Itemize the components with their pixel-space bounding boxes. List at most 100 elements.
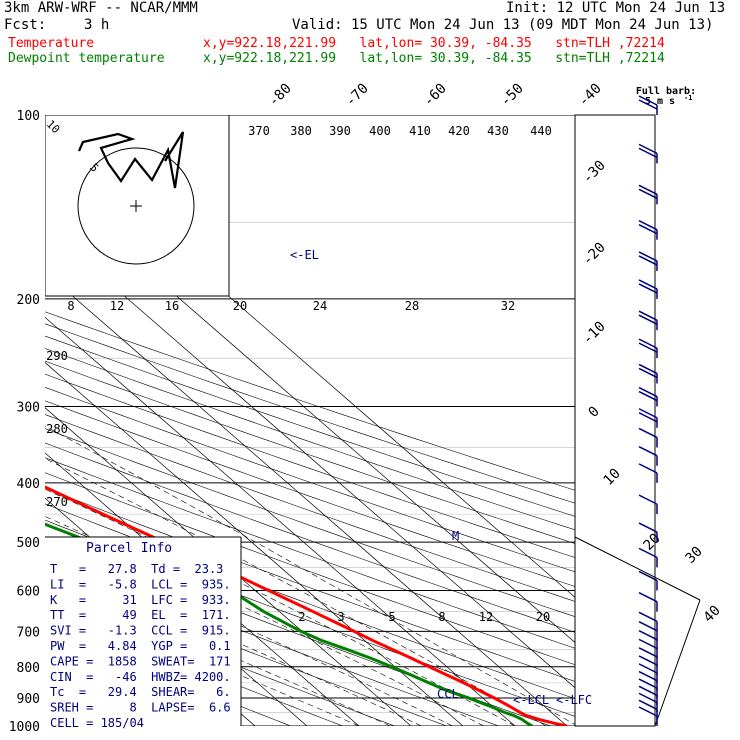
wind-barbs (638, 95, 658, 726)
wind-column-frame (574, 114, 656, 727)
isotherm-line (45, 452, 360, 726)
wind-barb-flag (638, 95, 658, 106)
wind-barb-flag (638, 367, 658, 379)
dry-adiabat (45, 457, 575, 649)
isotherm-line (45, 226, 575, 689)
theta-label: 440 (530, 124, 552, 138)
isotherm-label: -60 (421, 81, 450, 110)
init-time: Init: 12 UTC Mon 24 Jun 13 (506, 0, 726, 16)
wind-barb-flag (638, 647, 658, 658)
wind-barb-flag (638, 678, 658, 689)
mean-marker: M (452, 529, 459, 543)
wind-barb-flag (638, 699, 658, 710)
wind-barb-flag (638, 255, 658, 266)
wind-barb-flag (638, 706, 658, 717)
pressure-tick-label: 900 (17, 692, 40, 707)
dry-adiabat-label: 270 (46, 495, 68, 509)
dry-adiabat (45, 386, 575, 573)
mixing-ratio-label: 8 (67, 299, 74, 313)
mixing-ratio-label: 28 (405, 299, 419, 313)
isotherm-line (45, 362, 464, 726)
isotherm-label: -50 (498, 81, 527, 110)
dry-adiabat-label: 280 (46, 422, 68, 436)
theta-label: 410 (409, 124, 431, 138)
wind-barb-flag (638, 279, 658, 290)
parcel-info-row: CELL = 185/04 (50, 716, 144, 730)
el-marker: <-EL (290, 248, 319, 262)
isotherm-line (45, 271, 568, 726)
dry-adiabat (45, 311, 575, 491)
mixing-ratio-label: 16 (165, 299, 179, 313)
wind-barb-flag (638, 427, 658, 439)
valid-time: Valid: 15 UTC Mon 24 Jun 13 (09 MDT Mon … (292, 17, 714, 33)
wind-barb-flag (638, 147, 658, 159)
isotherm-label: -20 (580, 240, 609, 269)
wind-barb-flag (638, 386, 658, 398)
wind-barb-flag (638, 390, 658, 402)
dry-adiabat (45, 323, 575, 504)
parcel-info-row: TT = 49 EL = 171. (50, 608, 231, 622)
dry-adiabat (45, 400, 575, 587)
wind-barb-flag (638, 446, 658, 457)
mixing-ratio-label: 32 (501, 299, 515, 313)
wind-barb-flag (638, 547, 658, 559)
mixing-ratio-label: 24 (313, 299, 327, 313)
isotherm-label: -40 (576, 81, 605, 110)
wind-barb-flag (638, 692, 658, 704)
mixing-ratio-label: 20 (233, 299, 247, 313)
barb-legend-units: 5 m s (645, 96, 675, 107)
wind-barb-flag (638, 310, 658, 321)
ccl-marker: CCL (437, 687, 459, 701)
wind-barb-flag (638, 522, 658, 533)
dry-adiabat (45, 428, 575, 617)
mixing-ratio-label: 5 (388, 610, 395, 624)
isotherm-line (45, 407, 412, 726)
wind-barb-flag (638, 494, 658, 505)
wind-barb-flag (638, 363, 658, 375)
wind-barb-flag (638, 99, 658, 110)
wind-barb-flag (638, 663, 658, 674)
parcel-info-row: SVI = -1.3 CCL = 915. (50, 624, 231, 638)
parcel-info-row: Tc = 29.4 SHEAR= 6. (50, 685, 231, 699)
parcel-info-row: CIN = -46 HWBZ= 4200. (50, 670, 231, 684)
wind-barb-flag (638, 670, 658, 682)
mixing-ratio-label: 12 (479, 610, 493, 624)
theta-label: 430 (487, 124, 509, 138)
barb-legend-exponent: -1 (684, 94, 692, 102)
isotherm-label: 40 (701, 603, 724, 626)
pressure-tick-label: 200 (17, 293, 40, 308)
dewpoint-legend: Dewpoint temperature (8, 51, 165, 66)
moist-adiabat (45, 516, 484, 726)
dry-adiabat (45, 348, 575, 531)
dry-adiabat (45, 570, 447, 726)
wind-barb-flag (638, 188, 658, 199)
wind-barb-flag (638, 592, 658, 603)
theta-label: 380 (290, 124, 312, 138)
wind-barb-flag (638, 412, 658, 423)
pressure-tick-label: 800 (17, 661, 40, 676)
isotherm-line (45, 316, 516, 726)
wind-barb-flag (638, 638, 658, 650)
wind-barb-flag (638, 338, 658, 349)
mixing-ratio-label: 12 (110, 299, 124, 313)
wind-barb-flag (638, 184, 658, 195)
parcel-info-row: LI = -5.8 LCL = 935. (50, 577, 231, 591)
hodograph-ring (77, 147, 195, 265)
dry-adiabat (45, 335, 575, 517)
parcel-info-row: PW = 4.84 YGP = 0.1 (50, 639, 231, 653)
wind-barb-flag (638, 685, 658, 696)
wind-barb-flag (638, 143, 658, 155)
parcel-info-box: Parcel Info T = 27.8 Td = 23.3LI = -5.8 L… (45, 536, 242, 730)
model-title: 3km ARW-WRF -- NCAR/MMM (4, 0, 198, 16)
dry-adiabat (45, 472, 575, 666)
fcst-label: Fcst: (4, 17, 47, 33)
pressure-tick-label: 100 (17, 109, 40, 124)
mixing-ratio-label: 2 (298, 610, 305, 624)
wind-barb-flag (638, 220, 658, 231)
pressure-tick-label: 400 (17, 477, 40, 492)
frame-edge (654, 599, 701, 727)
isotherm-label: -70 (343, 81, 372, 110)
parcel-info-title: Parcel Info (86, 541, 172, 556)
